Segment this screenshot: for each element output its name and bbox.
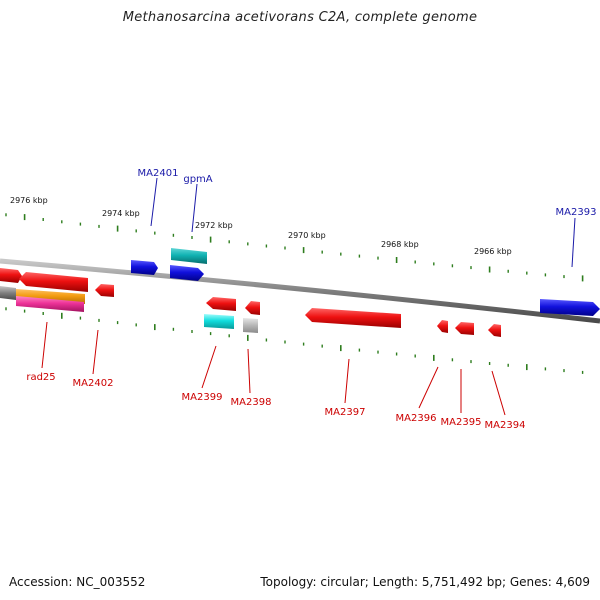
leader-ma2398 (247, 348, 251, 394)
label-ma2397[interactable]: MA2397 (325, 407, 366, 418)
leader-ma2399 (201, 345, 217, 389)
gene-ma2393[interactable] (540, 299, 600, 316)
gene-labels: MA2401 gpmA MA2393 rad25 MA2402 MA2399 M… (26, 168, 596, 431)
leader-rad25 (41, 321, 48, 369)
gene-ma2398-hit[interactable] (243, 318, 258, 333)
label-ma2401[interactable]: MA2401 (138, 168, 179, 179)
gene-ma2401[interactable] (131, 260, 158, 275)
leader-ma2397 (344, 358, 350, 404)
gene-ma2397[interactable] (305, 308, 401, 328)
label-ma2398[interactable]: MA2398 (231, 397, 272, 408)
gene-ma2402[interactable] (95, 284, 114, 297)
label-ma2399[interactable]: MA2399 (182, 392, 223, 403)
ticks-lower (5, 307, 584, 374)
gene-rad25[interactable] (19, 272, 88, 292)
tick-label-2966: 2966 kbp (474, 247, 512, 256)
ticks-upper (5, 213, 584, 282)
label-ma2394[interactable]: MA2394 (485, 420, 526, 431)
map-title: Methanosarcina acetivorans C2A, complete… (122, 10, 478, 25)
gene-gpma[interactable] (170, 265, 204, 281)
label-ma2396[interactable]: MA2396 (396, 413, 437, 424)
gene-left-edge-gray[interactable] (0, 286, 16, 300)
label-ma2393[interactable]: MA2393 (556, 207, 597, 218)
label-rad25[interactable]: rad25 (26, 372, 55, 383)
gene-ma2398[interactable] (245, 301, 260, 315)
gene-rad25-magenta[interactable] (16, 296, 84, 312)
tick-labels: 2976 kbp 2974 kbp 2972 kbp 2970 kbp 2968… (10, 196, 512, 256)
leader-ma2401 (150, 177, 158, 227)
leader-ma2393 (571, 217, 576, 268)
leader-ma2394 (491, 370, 506, 416)
footer-topology: Topology: circular; Length: 5,751,492 bp… (260, 575, 590, 589)
tick-label-2974: 2974 kbp (102, 209, 140, 218)
footer-accession: Accession: NC_003552 (9, 575, 146, 589)
label-gpma[interactable]: gpmA (183, 174, 212, 185)
gene-ma2399[interactable] (206, 297, 236, 311)
gene-left-edge[interactable] (0, 268, 22, 283)
tick-label-2976: 2976 kbp (10, 196, 48, 205)
gene-ma2394[interactable] (488, 324, 501, 337)
tick-label-2972: 2972 kbp (195, 221, 233, 230)
leader-ma2396 (418, 366, 439, 409)
label-ma2402[interactable]: MA2402 (73, 378, 114, 389)
forward-genes (131, 248, 600, 316)
label-ma2395[interactable]: MA2395 (441, 417, 482, 428)
label-leaders (41, 177, 576, 416)
gene-ma2395[interactable] (455, 322, 474, 335)
leader-gpma (191, 183, 198, 233)
tick-label-2970: 2970 kbp (288, 231, 326, 240)
leader-ma2402 (92, 329, 99, 375)
reverse-genes (0, 268, 501, 337)
genome-backbone (0, 258, 600, 324)
gene-ma2396[interactable] (437, 320, 448, 333)
tick-label-2968: 2968 kbp (381, 240, 419, 249)
gene-ma2399-hit[interactable] (204, 314, 234, 329)
gene-gpma-hit[interactable] (171, 248, 207, 264)
